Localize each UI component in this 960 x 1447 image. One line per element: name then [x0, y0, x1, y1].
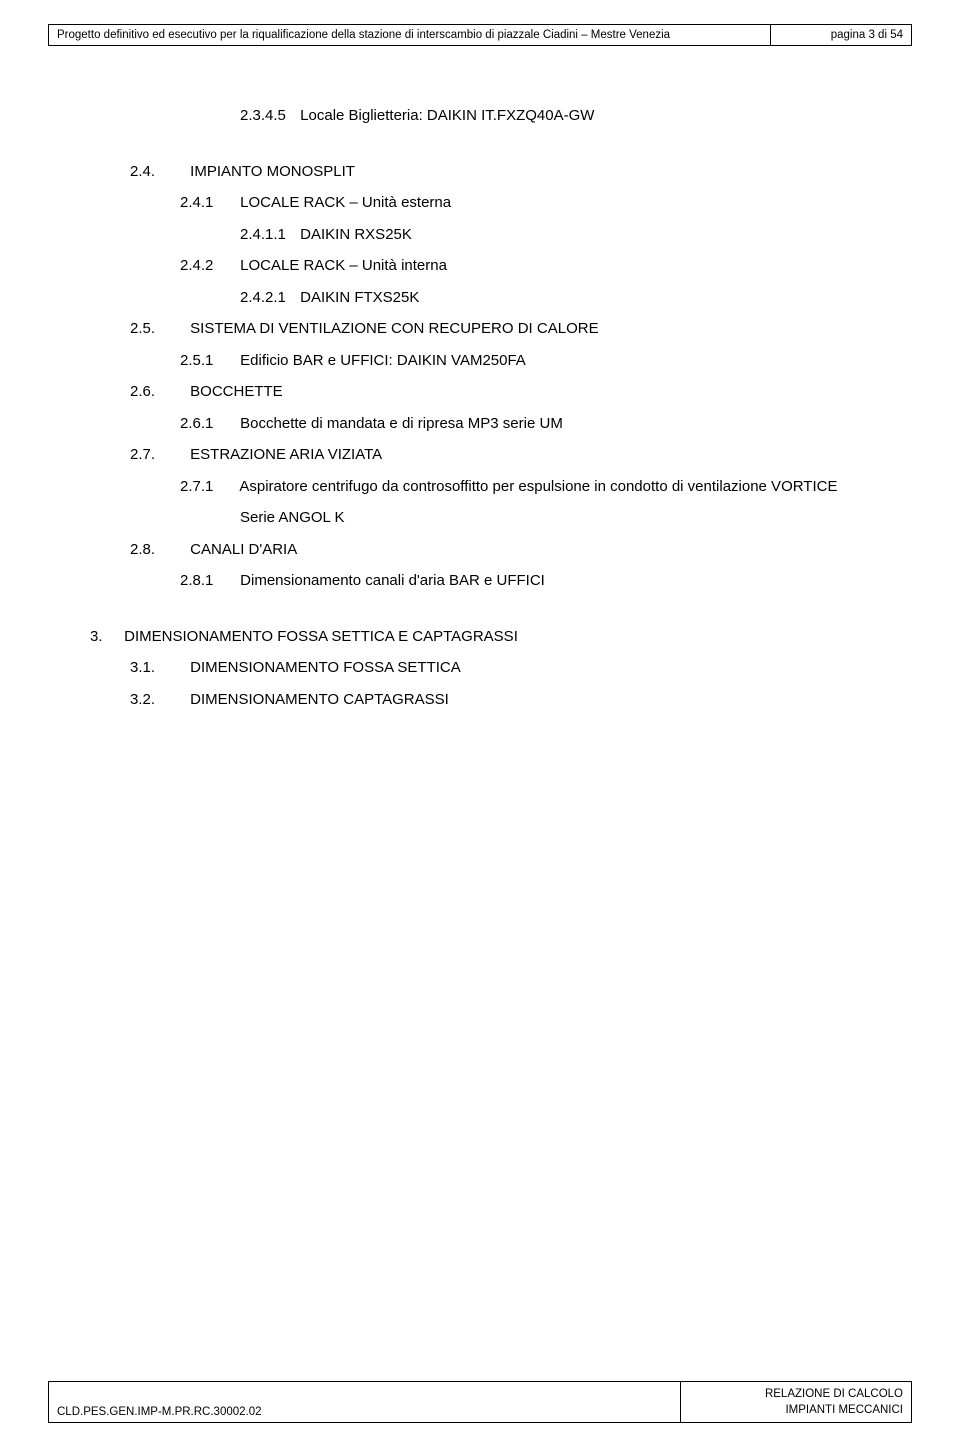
toc-number: 3.1.: [130, 652, 186, 684]
toc-text: DAIKIN FTXS25K: [300, 289, 419, 306]
spacer: [90, 132, 870, 156]
footer-doc-title: RELAZIONE DI CALCOLO IMPIANTI MECCANICI: [681, 1382, 911, 1422]
header-title: Progetto definitivo ed esecutivo per la …: [49, 25, 771, 45]
header-page-number: pagina 3 di 54: [771, 25, 911, 45]
toc-number: 2.8.1: [180, 565, 236, 597]
toc-number: 3.: [90, 621, 120, 653]
toc-line: 2.6.1 Bocchette di mandata e di ripresa …: [90, 408, 870, 440]
toc-number: 2.4.1.1: [240, 219, 296, 251]
footer-box: CLD.PES.GEN.IMP-M.PR.RC.30002.02 RELAZIO…: [48, 1381, 912, 1423]
toc-text: Dimensionamento canali d'aria BAR e UFFI…: [240, 572, 545, 589]
toc-number: 2.7.1: [180, 471, 236, 503]
toc-text: LOCALE RACK – Unità interna: [240, 257, 447, 274]
toc-text: BOCCHETTE: [190, 383, 283, 400]
toc-number: 2.4.: [130, 156, 186, 188]
toc-text: Bocchette di mandata e di ripresa MP3 se…: [240, 415, 563, 432]
toc-line: 2.5. SISTEMA DI VENTILAZIONE CON RECUPER…: [90, 313, 870, 345]
toc-number: 2.6.1: [180, 408, 236, 440]
footer-doc-code: CLD.PES.GEN.IMP-M.PR.RC.30002.02: [49, 1382, 681, 1422]
footer-line-1: RELAZIONE DI CALCOLO: [689, 1386, 903, 1402]
toc-text: Serie ANGOL K: [240, 509, 345, 526]
toc-text: IMPIANTO MONOSPLIT: [190, 163, 355, 180]
toc-line: 2.4.1 LOCALE RACK – Unità esterna: [90, 187, 870, 219]
toc-number: 3.2.: [130, 684, 186, 716]
header-box: Progetto definitivo ed esecutivo per la …: [48, 24, 912, 46]
toc-line: 2.4.2 LOCALE RACK – Unità interna: [90, 250, 870, 282]
toc-line: 2.7. ESTRAZIONE ARIA VIZIATA: [90, 439, 870, 471]
toc-line: 2.6. BOCCHETTE: [90, 376, 870, 408]
toc-text: DIMENSIONAMENTO FOSSA SETTICA: [190, 659, 461, 676]
toc-line: 2.3.4.5 Locale Biglietteria: DAIKIN IT.F…: [90, 100, 870, 132]
toc-line: 3.1. DIMENSIONAMENTO FOSSA SETTICA: [90, 652, 870, 684]
toc-text: LOCALE RACK – Unità esterna: [240, 194, 451, 211]
toc-line-continuation: Serie ANGOL K: [90, 502, 870, 534]
toc-text: Locale Biglietteria: DAIKIN IT.FXZQ40A-G…: [300, 107, 594, 124]
toc-number: 2.4.2.1: [240, 282, 296, 314]
spacer: [90, 597, 870, 621]
toc-text: Edificio BAR e UFFICI: DAIKIN VAM250FA: [240, 352, 526, 369]
toc-line: 2.5.1 Edificio BAR e UFFICI: DAIKIN VAM2…: [90, 345, 870, 377]
toc-line: 2.8. CANALI D'ARIA: [90, 534, 870, 566]
toc-text: DIMENSIONAMENTO FOSSA SETTICA E CAPTAGRA…: [124, 628, 518, 645]
document-content: 2.3.4.5 Locale Biglietteria: DAIKIN IT.F…: [90, 100, 870, 715]
toc-number: 2.4.1: [180, 187, 236, 219]
toc-number: 2.7.: [130, 439, 186, 471]
toc-text: Aspiratore centrifugo da controsoffitto …: [239, 478, 837, 495]
toc-line: 2.7.1 Aspiratore centrifugo da controsof…: [90, 471, 870, 503]
toc-number: 2.4.2: [180, 250, 236, 282]
toc-number: 2.5.1: [180, 345, 236, 377]
toc-line: 3.2. DIMENSIONAMENTO CAPTAGRASSI: [90, 684, 870, 716]
toc-number: 2.6.: [130, 376, 186, 408]
toc-line: 2.4.2.1 DAIKIN FTXS25K: [90, 282, 870, 314]
toc-text: DAIKIN RXS25K: [300, 226, 412, 243]
toc-line: 2.8.1 Dimensionamento canali d'aria BAR …: [90, 565, 870, 597]
toc-line: 2.4. IMPIANTO MONOSPLIT: [90, 156, 870, 188]
toc-number: 2.8.: [130, 534, 186, 566]
toc-line: 2.4.1.1 DAIKIN RXS25K: [90, 219, 870, 251]
toc-number: 2.5.: [130, 313, 186, 345]
toc-text: SISTEMA DI VENTILAZIONE CON RECUPERO DI …: [190, 320, 598, 337]
footer-line-2: IMPIANTI MECCANICI: [689, 1402, 903, 1418]
toc-text: CANALI D'ARIA: [190, 541, 297, 558]
toc-text: DIMENSIONAMENTO CAPTAGRASSI: [190, 691, 449, 708]
toc-number: 2.3.4.5: [240, 100, 296, 132]
toc-text: ESTRAZIONE ARIA VIZIATA: [190, 446, 382, 463]
toc-line: 3. DIMENSIONAMENTO FOSSA SETTICA E CAPTA…: [90, 621, 870, 653]
